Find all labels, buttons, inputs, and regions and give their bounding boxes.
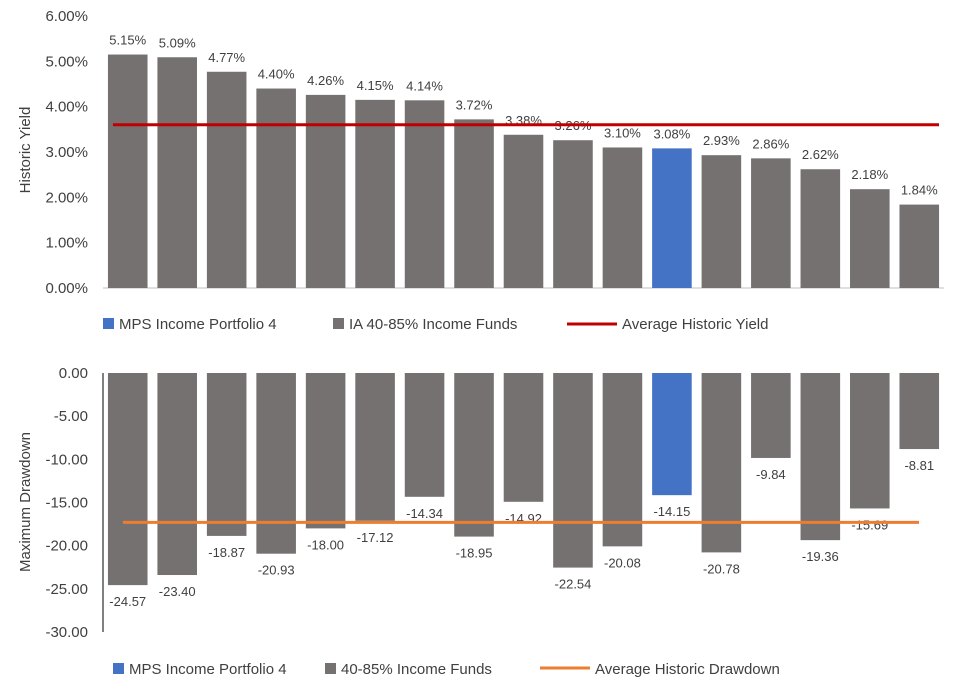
data-label: -20.78 — [703, 561, 740, 576]
historic-yield-chart: Historic Yield 0.00% 1.00% 2.00% 3.00% 4.00%… — [17, 8, 944, 333]
data-label: 2.62% — [802, 147, 839, 162]
y-tick-label: -5.00 — [54, 408, 88, 425]
y-tick-label: -20.00 — [45, 538, 88, 555]
bar — [107, 373, 148, 586]
historic-yield-axis-title: Historic Yield — [17, 107, 34, 194]
data-label: 3.72% — [456, 97, 493, 112]
bar — [305, 94, 346, 288]
data-label: -14.34 — [406, 506, 443, 521]
legend-label-funds: 40-85% Income Funds — [341, 661, 492, 678]
bar — [751, 158, 791, 288]
y-tick-label: 1.00% — [45, 235, 88, 252]
bar-highlight — [652, 148, 692, 288]
y-tick-label: -30.00 — [45, 624, 88, 641]
data-label: 4.15% — [357, 78, 394, 93]
data-label: 3.08% — [653, 126, 690, 141]
data-label: -8.81 — [904, 458, 934, 473]
y-tick-label: -15.00 — [45, 495, 88, 512]
maximum-drawdown-legend: MPS Income Portfolio 4 40-85% Income Fun… — [113, 661, 780, 678]
legend-swatch-funds — [333, 318, 344, 329]
data-label: 4.14% — [406, 78, 443, 93]
bar — [602, 373, 643, 547]
bar — [404, 100, 445, 288]
data-label: -15.69 — [851, 517, 888, 532]
legend-swatch-portfolio — [113, 663, 124, 674]
data-label: 1.84% — [901, 183, 938, 198]
bar — [107, 54, 148, 289]
bar — [850, 189, 890, 288]
bar — [454, 119, 494, 288]
data-label: -9.84 — [756, 467, 786, 482]
bar — [701, 155, 742, 288]
legend-label-average: Average Historic Yield — [622, 316, 768, 333]
data-label: -17.12 — [357, 530, 394, 545]
data-label: 3.10% — [604, 125, 641, 140]
data-label: -22.54 — [555, 577, 592, 592]
historic-yield-legend: MPS Income Portfolio 4 IA 40-85% Income … — [103, 316, 768, 333]
maximum-drawdown-chart: Maximum Drawdown 0.00 -5.00 -10.00 -15.00 -2… — [17, 365, 940, 678]
data-label: -20.08 — [604, 555, 641, 570]
data-label: 2.93% — [703, 133, 740, 148]
data-label: -19.36 — [802, 549, 839, 564]
legend-swatch-funds — [325, 663, 336, 674]
bar-highlight — [652, 373, 692, 496]
bar — [256, 373, 296, 554]
bar — [355, 373, 395, 521]
bar — [800, 373, 841, 541]
data-label: -18.00 — [307, 537, 344, 552]
bar — [503, 373, 544, 502]
y-tick-label: 4.00% — [45, 99, 88, 116]
y-tick-label: 0.00% — [45, 280, 88, 297]
data-label: 5.09% — [159, 35, 196, 50]
bar — [256, 88, 296, 289]
data-label: -18.87 — [208, 545, 245, 560]
bar — [751, 373, 791, 458]
bar — [553, 140, 593, 288]
bar — [157, 373, 197, 576]
bar — [899, 204, 940, 288]
y-tick-label: -10.00 — [45, 451, 88, 468]
y-tick-label: 2.00% — [45, 189, 88, 206]
y-tick-label: 6.00% — [45, 8, 88, 25]
legend-label-funds: IA 40-85% Income Funds — [349, 316, 517, 333]
legend-swatch-portfolio — [103, 318, 114, 329]
bar — [553, 373, 593, 568]
data-label: 4.77% — [208, 50, 245, 65]
bar — [355, 99, 395, 288]
data-label: -14.15 — [653, 504, 690, 519]
bar — [850, 373, 890, 509]
bar — [800, 169, 841, 288]
y-tick-label: 0.00 — [59, 365, 88, 382]
bar — [157, 57, 197, 289]
data-label: -24.57 — [109, 594, 146, 609]
data-label: -23.40 — [159, 584, 196, 599]
data-label: 4.40% — [258, 67, 295, 82]
bar — [503, 134, 544, 288]
legend-label-average: Average Historic Drawdown — [595, 661, 780, 678]
data-label: 2.18% — [851, 167, 888, 182]
data-label: -18.95 — [456, 546, 493, 561]
legend-label-portfolio: MPS Income Portfolio 4 — [119, 316, 277, 333]
data-label: -20.93 — [258, 563, 295, 578]
bar — [454, 373, 494, 537]
bar — [602, 147, 643, 288]
data-label: 4.26% — [307, 73, 344, 88]
bar — [206, 71, 247, 288]
bar — [404, 373, 445, 497]
data-label: 5.15% — [109, 33, 146, 48]
legend-label-portfolio: MPS Income Portfolio 4 — [129, 661, 287, 678]
bar — [701, 373, 742, 553]
bar — [206, 373, 247, 536]
bar — [899, 373, 940, 450]
data-label: 2.86% — [752, 136, 789, 151]
maximum-drawdown-axis-title: Maximum Drawdown — [17, 432, 34, 572]
y-tick-label: 5.00% — [45, 53, 88, 70]
bar — [305, 373, 346, 529]
y-tick-label: -25.00 — [45, 581, 88, 598]
y-tick-label: 3.00% — [45, 144, 88, 161]
